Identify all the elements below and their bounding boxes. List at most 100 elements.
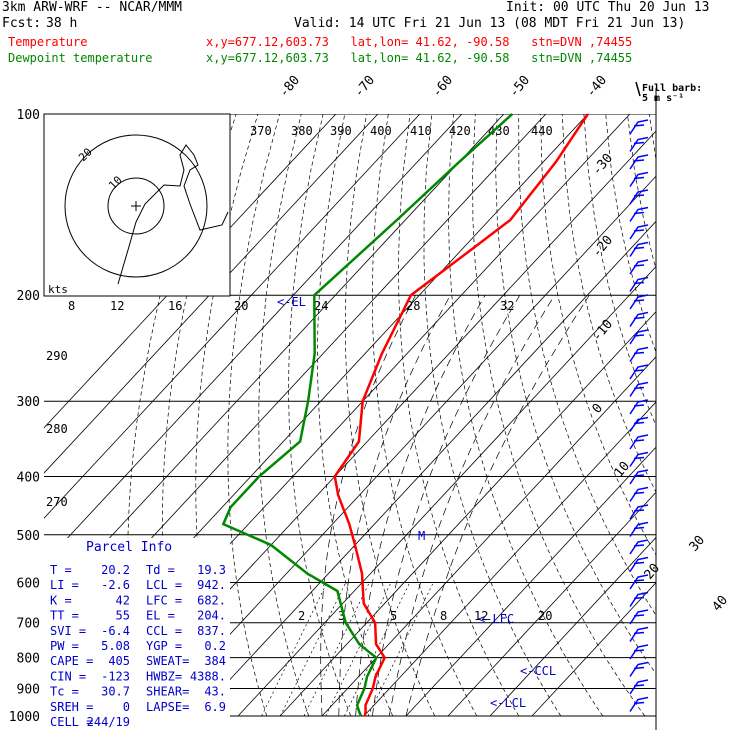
dry-adiabat [648, 114, 656, 162]
dewpoint-station-info: x,y=677.12,603.73 lat,lon= 41.62, -90.58… [206, 51, 633, 65]
parcel-info-cell: SHEAR= [146, 685, 189, 699]
wind-barb [629, 259, 649, 275]
wind-barb [629, 241, 649, 257]
isotherm [279, 311, 656, 717]
theta-label: 410 [410, 124, 432, 138]
isotherm [44, 114, 505, 610]
hodograph-ring [107, 177, 165, 235]
isotherm-label: 40 [710, 593, 732, 615]
isotherm [44, 114, 421, 519]
wind-barbs [629, 119, 649, 712]
temperature-legend: Temperature [8, 35, 88, 49]
parcel-info-title: Parcel Info [86, 540, 172, 555]
dewpoint-profile [221, 113, 514, 717]
parcel-info-cell: 0 [123, 700, 130, 714]
barb-legend-title: Full barb: [642, 83, 703, 94]
pressure-label: 400 [17, 470, 40, 485]
moist-adiabat [372, 295, 521, 717]
isotherm-label: -10 [590, 317, 617, 345]
dry-adiabat [227, 114, 280, 717]
parcel-info-cell: 384 [204, 654, 226, 668]
hodograph-speed-label: 24 [314, 299, 328, 313]
parcel-info-cell: PW = [50, 639, 79, 653]
dry-adiabat [317, 114, 394, 717]
wind-barb [629, 381, 649, 397]
isotherm-label: -50 [507, 73, 534, 101]
hodograph-units: kts [48, 283, 68, 296]
isotherm-label: -80 [277, 73, 304, 101]
dewpoint-legend: Dewpoint temperature [8, 51, 153, 65]
forecast-label: Fcst: [2, 16, 42, 31]
dry-adiabat [605, 114, 656, 354]
parcel-info-cell: 837. [197, 624, 226, 638]
dry-adiabat [423, 114, 562, 717]
pressure-label: 500 [17, 529, 40, 544]
parcel-info-cell: YGP = [146, 639, 182, 653]
pressure-label: 1000 [9, 710, 40, 725]
init-time: Init: 00 UTC Thu 20 Jun 13 [506, 0, 710, 15]
wind-barb [629, 591, 649, 607]
wind-barb [629, 171, 649, 187]
hodograph-speed-label: 20 [234, 299, 248, 313]
barb-legend-units: 5 m s⁻¹ [642, 93, 685, 104]
wind-barb [629, 119, 649, 135]
hodograph-speed-label: 12 [110, 299, 124, 313]
parcel-info-cell: LAPSE= [146, 700, 189, 714]
isotherm-label: 20 [642, 561, 664, 583]
theta-label: 400 [370, 124, 392, 138]
wind-barb [629, 679, 649, 695]
isotherm [44, 114, 337, 429]
hodograph-trace [117, 144, 229, 285]
barb-legend-icon [635, 81, 641, 97]
wind-barb [629, 504, 649, 520]
wind-barb [629, 434, 649, 450]
dry-adiabat [472, 114, 646, 717]
mixing-ratio-line [280, 582, 347, 717]
wind-barb [629, 661, 649, 677]
mixing-ratio-line [261, 582, 328, 717]
parcel-info-cell: T = [50, 563, 72, 577]
parcel-info-cell: 43. [204, 685, 226, 699]
hodograph-speed-label: 8 [68, 299, 75, 313]
pressure-label: 700 [17, 617, 40, 632]
wind-barb [629, 311, 649, 327]
valid-time: Valid: 14 UTC Fri 21 Jun 13 (08 MDT Fri … [294, 16, 686, 31]
parcel-info-cell: 4388. [190, 669, 226, 683]
isotherm [531, 582, 656, 717]
parcel-info-cell: 204. [197, 609, 226, 623]
wind-barb [629, 626, 649, 642]
hodograph-speed-label: 16 [168, 299, 182, 313]
parcel-info-cell: 682. [197, 593, 226, 607]
isotherm-label: -20 [590, 233, 617, 261]
temperature-profile [333, 113, 589, 717]
wind-barb [629, 609, 649, 625]
mixing-ratio-line [344, 582, 411, 717]
pressure-label: 200 [17, 289, 40, 304]
wind-barb [629, 469, 649, 485]
theta-label: 280 [46, 422, 68, 436]
dry-adiabat [540, 114, 656, 556]
temperature-station-info: x,y=677.12,603.73 lat,lon= 41.62, -90.58… [206, 35, 633, 49]
hodograph: 10 20 kts [43, 113, 231, 297]
parcel-info-cell: K = [50, 593, 72, 607]
dry-adiabat [288, 114, 352, 717]
dry-adiabat [583, 114, 656, 426]
pressure-label: 900 [17, 682, 40, 697]
parcel-info-cell: CELL = [50, 715, 93, 729]
wind-barb [629, 189, 649, 205]
parcel-info-cell: EL = [146, 609, 175, 623]
lcl-marker: <-LCL [490, 696, 526, 710]
parcel-info-cell: 942. [197, 578, 226, 592]
wind-barb [629, 486, 649, 502]
theta-label: 430 [488, 124, 510, 138]
wind-barb [629, 451, 649, 467]
dry-adiabat [693, 114, 740, 716]
isotherm-label: -60 [430, 73, 457, 101]
parcel-info-cell: SREH = [50, 700, 93, 714]
parcel-info-cell: HWBZ= [146, 669, 182, 683]
parcel-info-cell: CIN = [50, 669, 86, 683]
pressure-label: 800 [17, 652, 40, 667]
wind-barb [629, 364, 649, 380]
mixing-ratio-label: 5 [390, 609, 397, 623]
parcel-info-cell: 42 [116, 593, 130, 607]
